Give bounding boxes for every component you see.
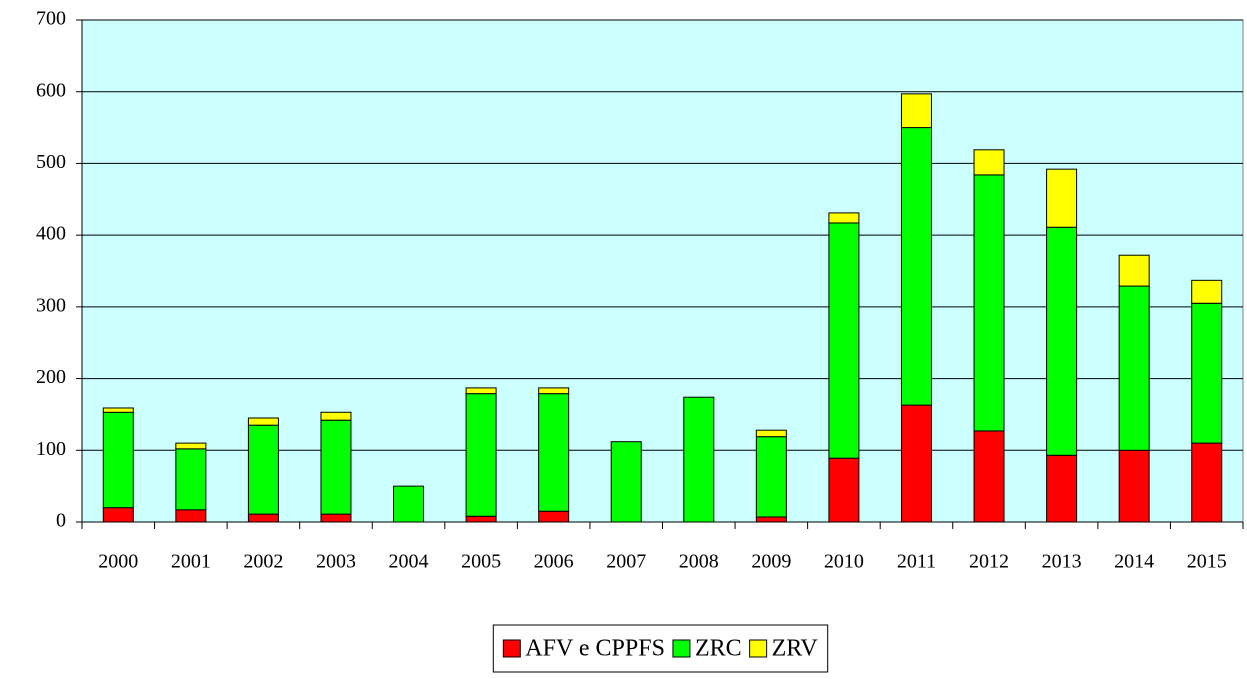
bar-segment <box>1191 279 1223 304</box>
y-tick-label: 500 <box>36 151 66 173</box>
legend-swatch <box>672 639 691 658</box>
bar-segment <box>973 430 1005 523</box>
x-tick-label: 2012 <box>969 551 1009 573</box>
legend-box <box>492 624 829 673</box>
bar-segment <box>175 509 207 523</box>
bar-segment <box>1191 302 1223 444</box>
bar-segment <box>683 396 715 523</box>
bar-segment <box>465 393 497 517</box>
bar-segment <box>1046 226 1078 456</box>
bar-segment <box>1118 449 1150 523</box>
x-tick-label: 2000 <box>98 551 138 573</box>
x-tick-label: 2015 <box>1187 551 1227 573</box>
bar-segment <box>1118 285 1150 451</box>
bar-segment <box>538 393 570 512</box>
bar-segment <box>828 212 860 224</box>
legend-label: ZRC <box>695 636 742 662</box>
bar-segment <box>1046 454 1078 523</box>
x-tick-label: 2009 <box>751 551 791 573</box>
x-tick-label: 2002 <box>243 551 283 573</box>
y-tick-label: 0 <box>56 510 66 532</box>
bar-segment <box>465 515 497 523</box>
bar-segment <box>247 417 279 426</box>
bar-segment <box>102 407 134 413</box>
y-tick-label: 400 <box>36 223 66 245</box>
bar-segment <box>755 516 787 523</box>
legend-label: ZRV <box>772 636 819 662</box>
bar-segment <box>320 411 352 421</box>
bar-segment <box>465 387 497 395</box>
x-tick-label: 2003 <box>316 551 356 573</box>
x-tick-label: 2010 <box>824 551 864 573</box>
x-tick-label: 2013 <box>1042 551 1082 573</box>
bar-segment <box>247 424 279 515</box>
bar-segment <box>610 441 642 523</box>
x-tick-label: 2014 <box>1114 551 1154 573</box>
x-tick-label: 2001 <box>171 551 211 573</box>
bar-segment <box>538 510 570 523</box>
bar-segment <box>102 507 134 523</box>
bar-segment <box>755 436 787 518</box>
y-tick-label: 100 <box>36 438 66 460</box>
x-tick-label: 2007 <box>606 551 646 573</box>
x-tick-label: 2005 <box>461 551 501 573</box>
bar-segment <box>175 448 207 511</box>
bar-segment <box>973 174 1005 432</box>
bar-segment <box>538 387 570 395</box>
y-tick-label: 300 <box>36 294 66 316</box>
bar-segment <box>247 513 279 523</box>
y-tick-label: 700 <box>36 8 66 30</box>
x-tick-label: 2011 <box>897 551 936 573</box>
y-tick-label: 200 <box>36 366 66 388</box>
x-tick-label: 2006 <box>534 551 574 573</box>
bar-segment <box>755 429 787 438</box>
bar-segment <box>1191 442 1223 523</box>
bar-segment <box>973 149 1005 176</box>
x-tick-label: 2008 <box>679 551 719 573</box>
bar-segment <box>1046 168 1078 228</box>
bar-segment <box>900 127 932 406</box>
y-tick-label: 600 <box>36 79 66 101</box>
bar-segment <box>393 485 425 523</box>
bar-segment <box>102 411 134 509</box>
bar-segment <box>175 442 207 450</box>
bar-segment <box>900 404 932 523</box>
x-tick-label: 2004 <box>389 551 429 573</box>
bar-segment <box>320 419 352 515</box>
bar-segment <box>828 457 860 523</box>
legend-label: AFV e CPPFS <box>525 636 665 662</box>
bar-segment <box>900 93 932 129</box>
bar-segment <box>1118 254 1150 287</box>
legend-swatch <box>502 639 521 658</box>
bar-segment <box>828 222 860 459</box>
legend-swatch <box>749 639 768 658</box>
bar-segment <box>320 513 352 523</box>
